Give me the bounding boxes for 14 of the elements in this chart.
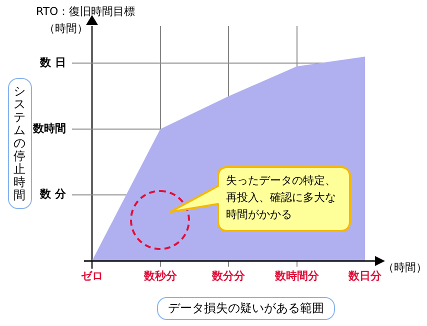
annotation: 失ったデータの特定、再投入、確認に多大な時間がかかる <box>225 173 337 223</box>
x-tick-label: 数分分 <box>211 269 246 282</box>
ref-line-label: 数 分 <box>39 188 67 201</box>
text: （時間） <box>44 21 88 36</box>
text: （時間） <box>383 260 427 275</box>
x-tick-label: 数時間分 <box>274 269 320 282</box>
ref-line-label: 数時間 <box>32 122 66 135</box>
x-tick-label: 数日分 <box>348 269 382 282</box>
x-tick-label: 数秒分 <box>142 269 178 282</box>
x-axis-title: データ損失の疑いがある範囲 <box>157 297 335 320</box>
x-tick-label: ゼロ <box>81 269 103 282</box>
text: システムの停止時間 <box>14 84 26 202</box>
chart-title: RTO：復旧時間目標 <box>36 4 136 19</box>
ref-line-label: 数 日 <box>39 56 66 70</box>
